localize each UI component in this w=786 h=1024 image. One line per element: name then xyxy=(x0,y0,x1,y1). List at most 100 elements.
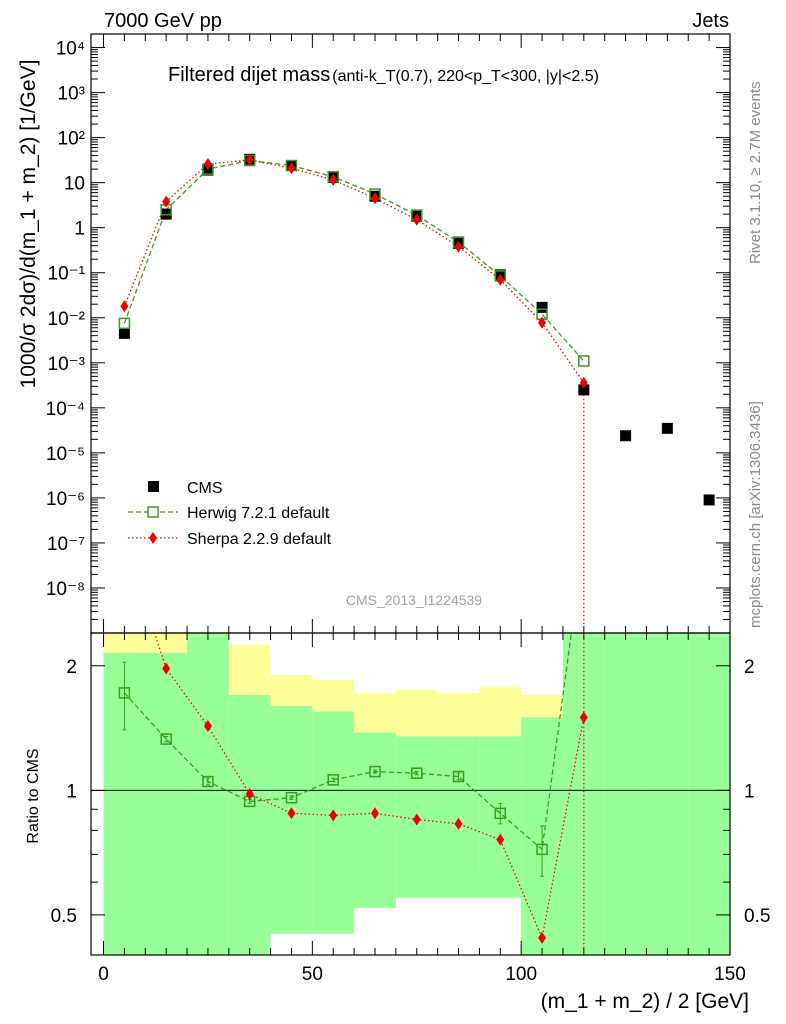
ratio-y-axis-label: Ratio to CMS xyxy=(25,748,42,843)
band-inner-7 xyxy=(437,736,480,898)
ratio-y-tick-label-left: 0.5 xyxy=(51,906,77,927)
legend-label-cms: CMS xyxy=(187,480,223,497)
band-inner-13 xyxy=(688,633,730,955)
cms-point xyxy=(536,301,548,313)
ratio-axis-ticks: 0.5 0.5 1 1 2 2 0 50 100 150 xyxy=(51,633,770,985)
y-tick-label: 10⁻⁸ xyxy=(46,579,85,600)
sherpa-point xyxy=(329,173,338,186)
sherpa-point xyxy=(203,157,212,170)
x-tick-label: 100 xyxy=(505,964,537,985)
sherpa-ratio-point xyxy=(538,931,547,944)
y-tick-label: 10³ xyxy=(58,84,85,105)
band-inner-3 xyxy=(270,705,313,934)
band-inner-0 xyxy=(103,652,188,955)
herwig-ratio-point xyxy=(118,687,131,699)
ratio-y-tick-label-right: 2 xyxy=(744,657,755,678)
ratio-y-tick-label-left: 2 xyxy=(66,657,77,678)
cms-point xyxy=(620,430,632,442)
main-y-axis-label: 1000/σ 2dσ)/d(m_1 + m_2) [1/GeV] xyxy=(17,60,40,389)
ratio-y-tick-label-right: 1 xyxy=(744,781,755,802)
band-inner-4 xyxy=(312,711,355,934)
legend-item-herwig: Herwig 7.2.1 default xyxy=(128,505,330,522)
ratio-uncertainty-bands xyxy=(103,633,730,955)
sherpa-point xyxy=(454,240,463,253)
legend: CMS Herwig 7.2.1 default Sherpa 2.2.9 de… xyxy=(128,480,332,548)
x-tick-label: 0 xyxy=(98,964,109,985)
cms-point xyxy=(118,327,130,339)
analysis-watermark: CMS_2013_I1224539 xyxy=(346,592,482,608)
sherpa-ratio-point xyxy=(371,807,379,820)
y-tick-label: 1 xyxy=(74,219,85,240)
sherpa-ratio-line xyxy=(153,633,585,941)
band-inner-2 xyxy=(228,694,271,955)
cms-point xyxy=(661,422,673,434)
sherpa-ratio-point xyxy=(454,817,463,830)
herwig-ratio-line xyxy=(123,633,573,851)
y-tick-label: 10² xyxy=(58,129,85,150)
sherpa-ratio-point xyxy=(203,720,212,733)
y-tick-label: 10⁻⁷ xyxy=(47,534,85,555)
rivet-label: Rivet 3.1.10, ≥ 2.7M events xyxy=(747,82,764,265)
band-inner-1 xyxy=(187,633,229,955)
sherpa-point xyxy=(287,162,296,175)
sherpa-ratio-point xyxy=(496,833,505,846)
x-tick-label: 150 xyxy=(714,964,746,985)
band-inner-5 xyxy=(354,732,396,908)
band-inner-11 xyxy=(604,633,647,955)
sherpa-line xyxy=(123,159,585,384)
band-inner-12 xyxy=(646,633,689,955)
herwig-ratio-point xyxy=(285,791,298,804)
herwig-point xyxy=(578,355,590,367)
legend-marker-herwig xyxy=(147,506,159,518)
y-tick-label: 10⁻¹ xyxy=(48,264,86,285)
beam-label: 7000 GeV pp xyxy=(104,10,222,32)
herwig-ratio-point xyxy=(202,775,214,788)
y-tick-label: 10⁻⁶ xyxy=(46,489,85,510)
sherpa-point xyxy=(579,376,588,389)
cms-point xyxy=(578,384,590,396)
sherpa-point xyxy=(162,195,171,208)
chart-title: Filtered dijet mass (anti-k_T(0.7), 220<p… xyxy=(168,64,599,86)
sherpa-ratio-point xyxy=(329,809,338,822)
ratio-y-tick-label-right: 0.5 xyxy=(744,906,770,927)
ratio-plot-marks xyxy=(118,633,588,944)
herwig-ratio-point xyxy=(411,767,423,779)
chart-title-detail: (anti-k_T(0.7), 220<p_T<300, |y|<2.5) xyxy=(332,68,599,85)
legend-item-cms: CMS xyxy=(148,480,223,497)
sherpa-ratio-point xyxy=(162,662,171,675)
sherpa-point xyxy=(245,153,254,166)
herwig-ratio-point xyxy=(536,843,548,856)
ratio-plot-frame xyxy=(90,632,731,956)
ratio-y-tick-label-left: 1 xyxy=(66,781,77,802)
legend-item-sherpa: Sherpa 2.2.9 default xyxy=(128,531,332,548)
chart-title-main: Filtered dijet mass xyxy=(168,64,330,86)
sherpa-point xyxy=(538,316,547,329)
y-tick-label: 10⁻⁵ xyxy=(46,444,85,465)
y-tick-label: 10⁻² xyxy=(48,309,86,330)
legend-marker-sherpa xyxy=(149,532,157,544)
process-label: Jets xyxy=(692,10,729,32)
x-tick-label: 50 xyxy=(302,964,323,985)
y-tick-label: 10⁻⁴ xyxy=(46,399,85,420)
herwig-ratio-point xyxy=(327,774,339,786)
sherpa-point xyxy=(496,273,505,286)
sherpa-point xyxy=(120,300,129,313)
sherpa-ratio-point xyxy=(579,711,588,724)
y-tick-label: 10⁴ xyxy=(56,39,85,60)
sherpa-ratio-point xyxy=(245,787,254,800)
main-axis-ticks: 10⁻⁸ 10⁻⁷ 10⁻⁶ 10⁻⁵ 10⁻⁴ 10⁻³ 10⁻² 10⁻¹ 1 10 10² 10… xyxy=(46,34,731,633)
sherpa-ratio-point xyxy=(287,807,296,820)
herwig-point xyxy=(118,317,131,330)
legend-marker-cms xyxy=(148,481,159,492)
legend-label-herwig: Herwig 7.2.1 default xyxy=(187,505,330,522)
y-tick-label: 10⁻³ xyxy=(48,354,86,375)
y-tick-label: 10 xyxy=(64,174,85,195)
herwig-ratio-point xyxy=(452,770,465,783)
cms-point xyxy=(202,164,214,176)
cms-point xyxy=(703,494,715,506)
legend-label-sherpa: Sherpa 2.2.9 default xyxy=(187,531,332,548)
x-axis-label: (m_1 + m_2) / 2 [GeV] xyxy=(541,990,749,1013)
source-label: mcplots.cern.ch [arXiv:1306.3436] xyxy=(747,401,764,628)
herwig-line xyxy=(123,159,585,362)
